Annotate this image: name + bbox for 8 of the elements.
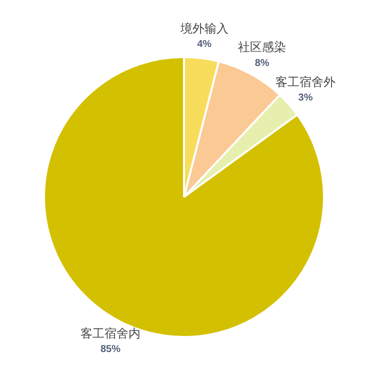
- data-label: 85%: [100, 344, 121, 356]
- slice-label: 社区感染: [238, 40, 286, 54]
- slice-label: 境外输入: [179, 21, 228, 36]
- data-label: 4%: [197, 39, 212, 50]
- data-label: 8%: [254, 58, 270, 69]
- slice-label: 客工宿舍内: [80, 326, 140, 340]
- slice-label: 客工宿舍外: [276, 74, 336, 89]
- data-label: 3%: [298, 92, 313, 104]
